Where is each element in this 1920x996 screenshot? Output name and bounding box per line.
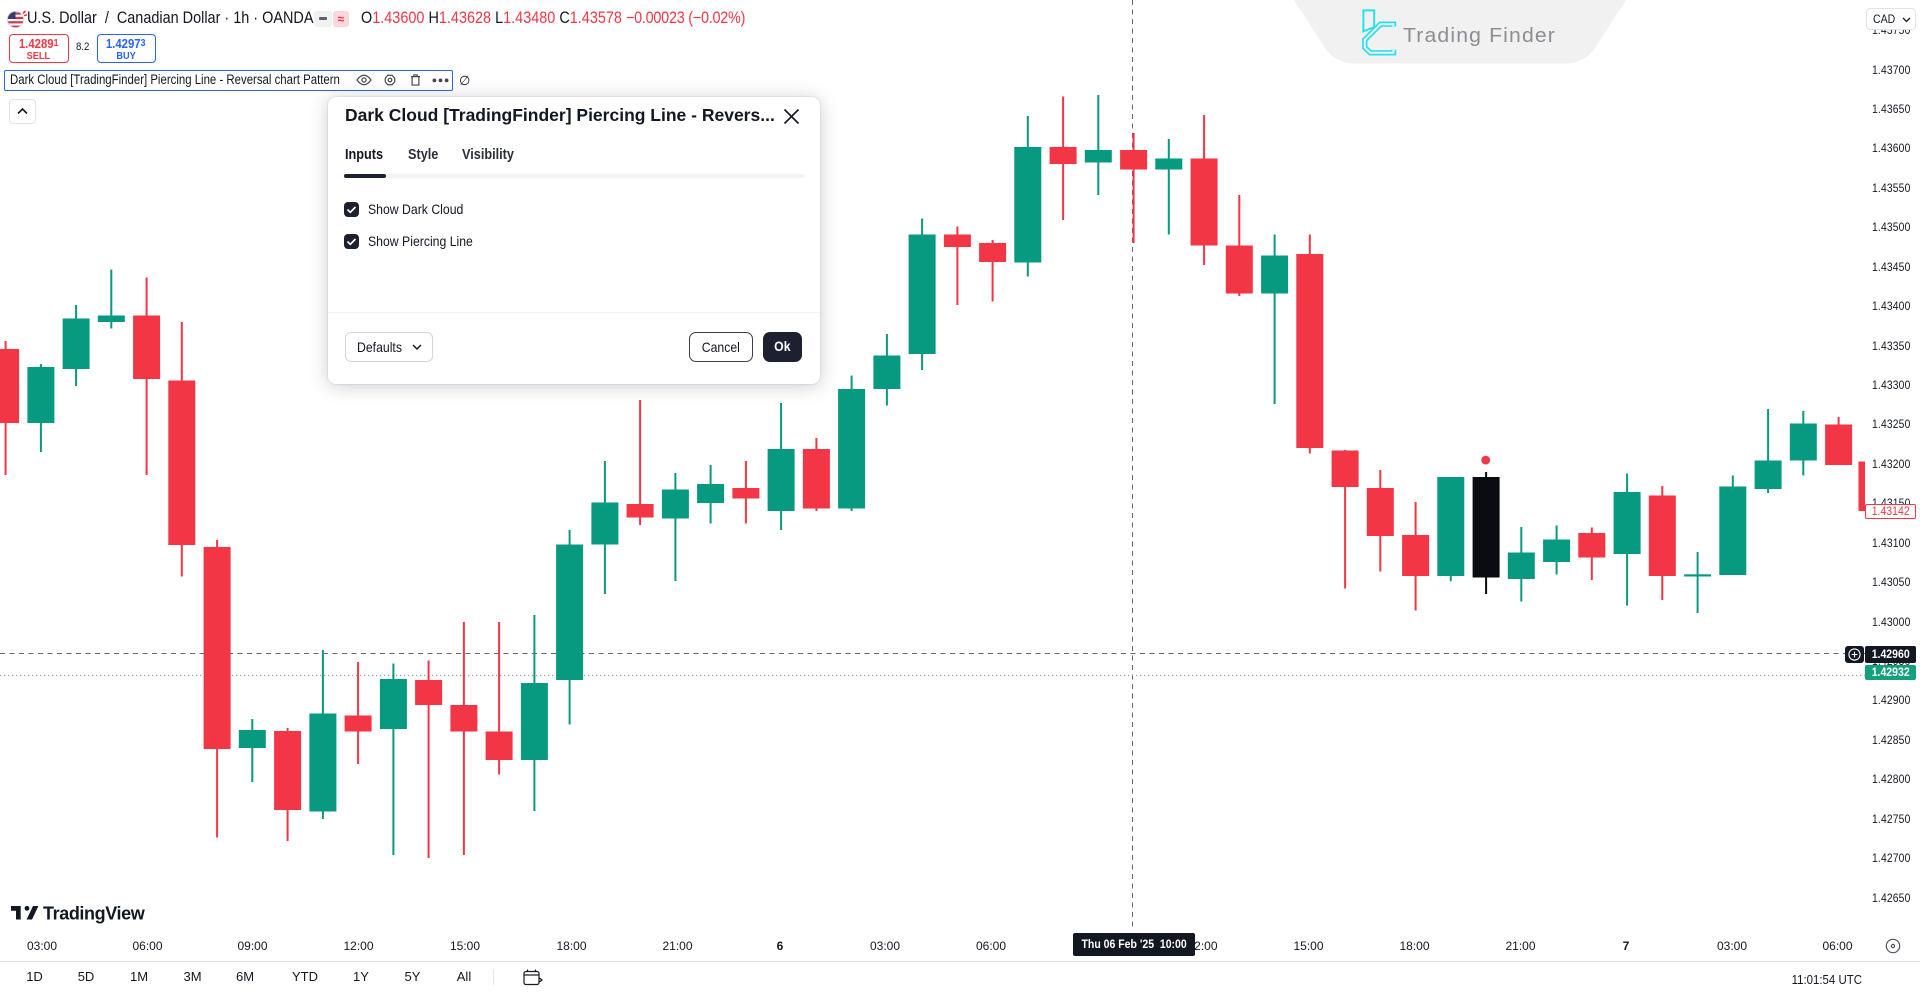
- svg-text:TradingView: TradingView: [43, 904, 146, 924]
- svg-text:Trading Finder: Trading Finder: [1403, 24, 1556, 47]
